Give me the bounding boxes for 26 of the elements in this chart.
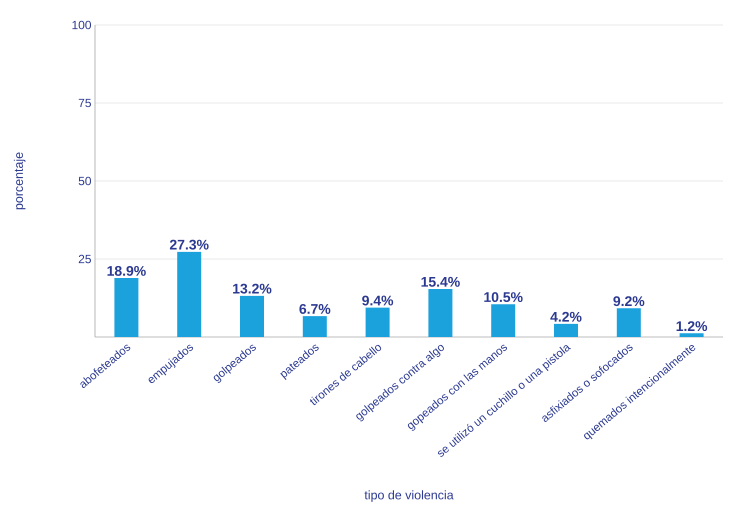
bar xyxy=(491,304,516,337)
x-axis-title: tipo de violencia xyxy=(364,490,454,502)
bar xyxy=(616,308,641,337)
data-label: 10.5% xyxy=(484,292,523,302)
bar xyxy=(114,278,138,337)
data-label: 15.4% xyxy=(422,276,460,287)
bar xyxy=(366,308,390,337)
y-tick-label: 100 xyxy=(72,20,92,30)
y-tick-label: 50 xyxy=(78,176,92,186)
data-label: 6.7% xyxy=(299,304,330,314)
data-label: 1.2% xyxy=(676,321,708,332)
data-label: 27.3% xyxy=(170,240,209,250)
bar xyxy=(240,296,264,337)
data-label: 4.2% xyxy=(550,312,582,322)
data-label: 9.4% xyxy=(362,296,394,306)
y-axis-title: porcentaje xyxy=(14,152,26,210)
data-label: 9.2% xyxy=(613,296,644,306)
bar xyxy=(302,316,327,337)
y-tick-label: 25 xyxy=(78,254,91,264)
bar xyxy=(680,333,704,337)
data-label: 13.2% xyxy=(233,284,272,294)
bar xyxy=(428,288,452,337)
bar xyxy=(177,252,202,337)
bar xyxy=(554,324,578,337)
y-tick-label: 75 xyxy=(78,98,91,108)
data-label: 18.9% xyxy=(108,266,146,276)
